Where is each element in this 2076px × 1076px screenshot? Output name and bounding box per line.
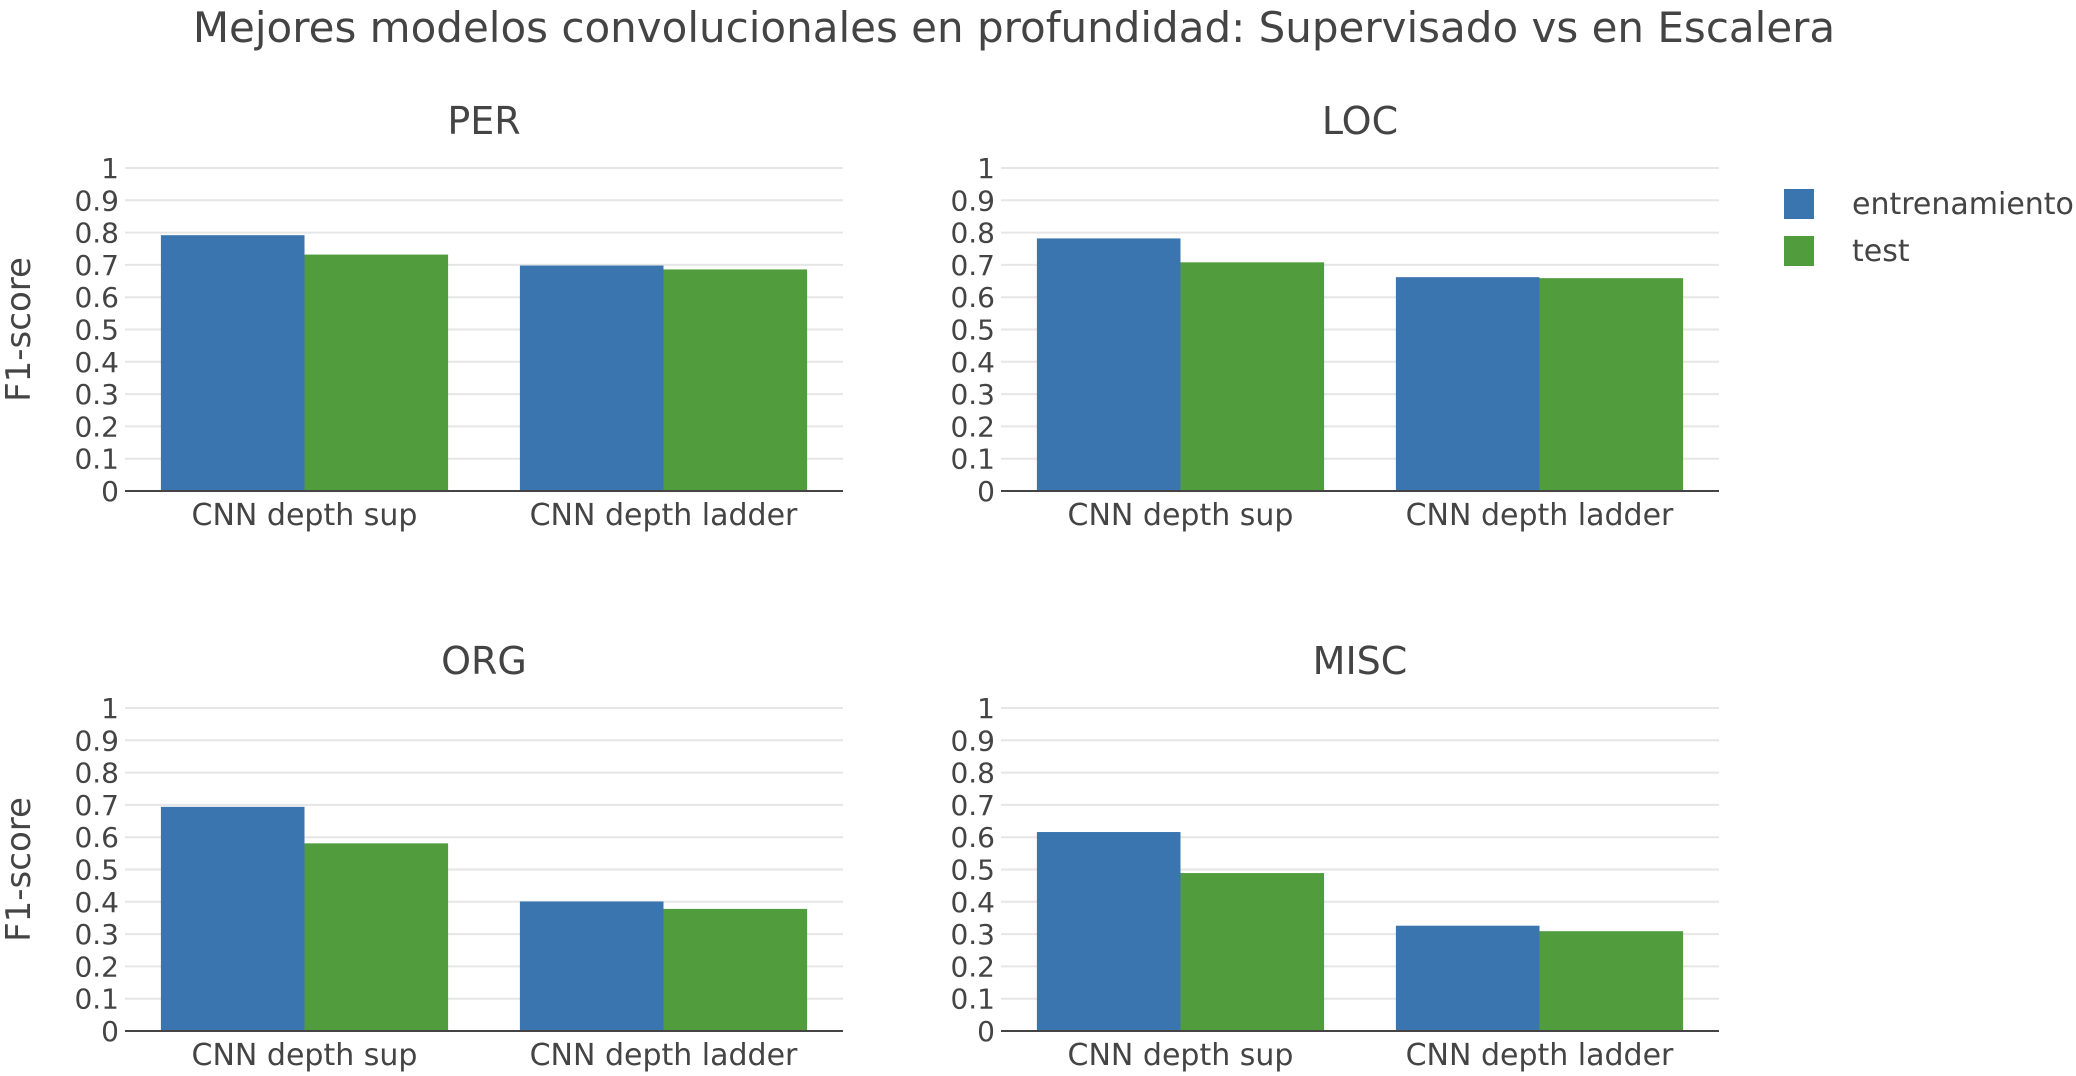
y-tick-label: 0.2 [950, 950, 995, 983]
y-tick-label: 0.1 [950, 983, 995, 1016]
legend-label: entrenamiento [1852, 187, 2074, 222]
y-tick-label: 0.8 [74, 217, 119, 250]
bar-entrenamiento-0[interactable] [160, 806, 305, 1031]
y-tick-label: 0.3 [950, 378, 995, 411]
y-tick-label: 1 [101, 692, 119, 725]
y-tick-label: 0.9 [74, 184, 119, 217]
y-tick-label: 0.4 [74, 886, 119, 919]
y-tick-label: 0.8 [950, 757, 995, 790]
y-tick-label: 0.2 [74, 950, 119, 983]
y-tick-label: 0.5 [74, 854, 119, 887]
y-tick-label: 0.9 [950, 724, 995, 757]
x-tick-label: CNN depth sup [192, 1038, 418, 1073]
y-tick-label: 0.9 [950, 184, 995, 217]
y-tick-label: 0.1 [950, 443, 995, 476]
y-tick-label: 0.5 [74, 314, 119, 347]
bar-entrenamiento-0[interactable] [160, 235, 305, 491]
bar-entrenamiento-0[interactable] [1036, 238, 1181, 491]
y-tick-label: 0.5 [950, 314, 995, 347]
y-tick-label: 0.2 [950, 410, 995, 443]
y-tick-label: 0.4 [950, 346, 995, 379]
y-tick-label: 0.3 [950, 918, 995, 951]
bar-test-0[interactable] [304, 843, 449, 1031]
y-axis-title: F1-score [0, 257, 39, 402]
legend[interactable]: entrenamiento test [1784, 187, 2074, 269]
y-tick-label: 0.4 [950, 886, 995, 919]
y-tick-label: 0.4 [74, 346, 119, 379]
bar-test-0[interactable] [1180, 262, 1325, 491]
bar-entrenamiento-1[interactable] [519, 901, 664, 1031]
bar-entrenamiento-1[interactable] [1395, 277, 1540, 491]
y-tick-label: 0.5 [950, 854, 995, 887]
y-tick-label: 0.6 [74, 821, 119, 854]
y-tick-label: 0.9 [74, 724, 119, 757]
y-tick-label: 0.3 [74, 378, 119, 411]
y-tick-label: 0.1 [74, 983, 119, 1016]
bar-entrenamiento-0[interactable] [1036, 832, 1181, 1031]
bar-test-1[interactable] [663, 908, 808, 1031]
y-tick-label: 0 [101, 475, 119, 508]
y-tick-label: 0.8 [74, 757, 119, 790]
bar-entrenamiento-1[interactable] [1395, 925, 1540, 1031]
y-tick-label: 0.6 [950, 281, 995, 314]
y-tick-label: 0 [977, 1015, 995, 1048]
x-tick-label: CNN depth sup [1068, 1038, 1294, 1073]
y-tick-label: 0.1 [74, 443, 119, 476]
y-tick-label: 0.7 [74, 789, 119, 822]
y-tick-label: 0.6 [74, 281, 119, 314]
y-axis-title: F1-score [0, 797, 39, 942]
bar-test-0[interactable] [1180, 873, 1325, 1031]
y-tick-label: 1 [101, 152, 119, 185]
x-tick-label: CNN depth ladder [1406, 498, 1674, 533]
bar-test-1[interactable] [1539, 931, 1684, 1031]
y-tick-label: 0.7 [74, 249, 119, 282]
subplot-misc: MISC 00.10.20.30.40.50.60.70.80.91 CNN dep… [950, 639, 1719, 1073]
bar-test-1[interactable] [1539, 278, 1684, 491]
y-tick-label: 0 [101, 1015, 119, 1048]
x-tick-label: CNN depth sup [1068, 498, 1294, 533]
legend-item-entrenamiento[interactable]: entrenamiento [1784, 187, 2074, 222]
subplot-per: PER 00.10.20.30.40.50.60.70.80.91 CNN dept… [0, 99, 843, 533]
x-tick-label: CNN depth ladder [530, 1038, 798, 1073]
subplot-title: LOC [1322, 99, 1398, 143]
y-tick-label: 1 [977, 152, 995, 185]
y-tick-label: 0.6 [950, 821, 995, 854]
subplot-title: MISC [1313, 639, 1408, 683]
y-tick-label: 0.2 [74, 410, 119, 443]
x-tick-label: CNN depth sup [192, 498, 418, 533]
bar-test-0[interactable] [304, 254, 449, 491]
y-tick-label: 1 [977, 692, 995, 725]
subplot-title: PER [447, 99, 520, 143]
legend-item-test[interactable]: test [1784, 234, 1910, 269]
legend-label: test [1852, 234, 1910, 269]
legend-swatch [1784, 236, 1814, 266]
y-tick-label: 0.7 [950, 249, 995, 282]
x-tick-label: CNN depth ladder [1406, 1038, 1674, 1073]
subplot-loc: LOC 00.10.20.30.40.50.60.70.80.91 CNN dept… [950, 99, 1719, 533]
x-tick-label: CNN depth ladder [530, 498, 798, 533]
y-tick-label: 0.7 [950, 789, 995, 822]
legend-swatch [1784, 189, 1814, 219]
bar-entrenamiento-1[interactable] [519, 265, 664, 491]
chart-title: Mejores modelos convolucionales en profu… [193, 3, 1835, 52]
y-tick-label: 0.3 [74, 918, 119, 951]
subplot-org: ORG 00.10.20.30.40.50.60.70.80.91 CNN dept… [0, 639, 843, 1073]
y-tick-label: 0.8 [950, 217, 995, 250]
y-tick-label: 0 [977, 475, 995, 508]
subplot-title: ORG [441, 639, 527, 683]
bar-test-1[interactable] [663, 269, 808, 491]
